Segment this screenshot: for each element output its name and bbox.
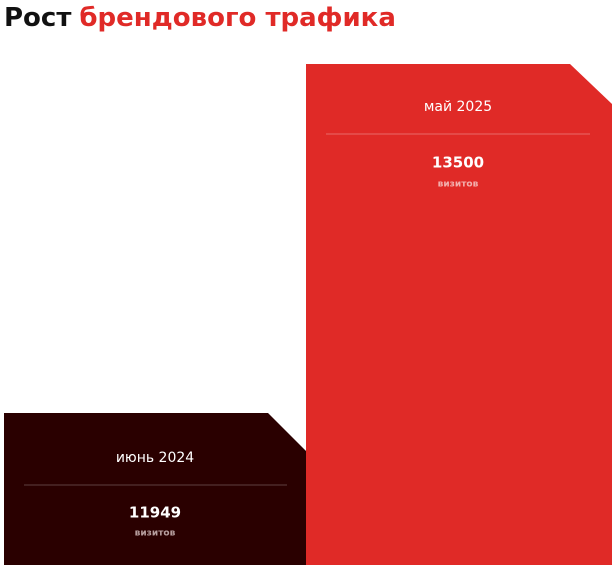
card-unit: визитов xyxy=(135,529,176,539)
title-lead: Рост xyxy=(4,3,71,33)
card: май 2025 13500 визитов xyxy=(306,64,612,565)
card-unit: визитов xyxy=(438,180,479,190)
title: Рост брендового трафика xyxy=(4,3,396,33)
card-shape xyxy=(4,413,306,565)
card-period: июнь 2024 xyxy=(116,450,194,466)
card-value: 13500 xyxy=(432,154,484,172)
card-period: май 2025 xyxy=(424,99,492,115)
card-value: 11949 xyxy=(129,504,181,522)
card: июнь 2024 11949 визитов xyxy=(4,413,306,565)
title-highlight: брендового трафика xyxy=(79,3,395,33)
card-shape xyxy=(306,64,612,565)
